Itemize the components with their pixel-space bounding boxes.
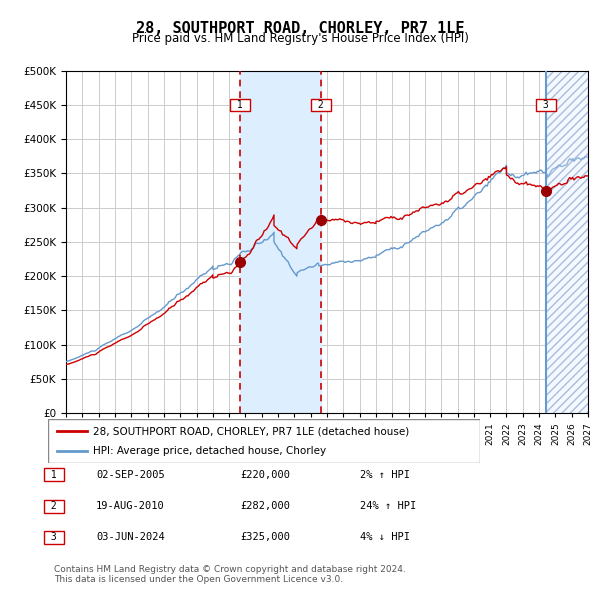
Bar bbox=[546, 71, 588, 413]
Text: 19-AUG-2010: 19-AUG-2010 bbox=[96, 502, 165, 511]
Bar bbox=[546, 71, 588, 413]
Text: 24% ↑ HPI: 24% ↑ HPI bbox=[360, 502, 416, 511]
Text: 03-JUN-2024: 03-JUN-2024 bbox=[96, 533, 165, 542]
Bar bbox=[546, 71, 588, 413]
Text: 3: 3 bbox=[537, 100, 555, 110]
Text: £325,000: £325,000 bbox=[240, 533, 290, 542]
Text: 1: 1 bbox=[45, 470, 63, 480]
Bar bbox=[240, 71, 321, 413]
Text: £282,000: £282,000 bbox=[240, 502, 290, 511]
Text: 02-SEP-2005: 02-SEP-2005 bbox=[96, 470, 165, 480]
Text: 2: 2 bbox=[312, 100, 330, 110]
Text: Price paid vs. HM Land Registry's House Price Index (HPI): Price paid vs. HM Land Registry's House … bbox=[131, 32, 469, 45]
Text: 4% ↓ HPI: 4% ↓ HPI bbox=[360, 533, 410, 542]
Text: 2: 2 bbox=[45, 502, 63, 511]
Text: 28, SOUTHPORT ROAD, CHORLEY, PR7 1LE: 28, SOUTHPORT ROAD, CHORLEY, PR7 1LE bbox=[136, 21, 464, 35]
Text: 2% ↑ HPI: 2% ↑ HPI bbox=[360, 470, 410, 480]
Text: This data is licensed under the Open Government Licence v3.0.: This data is licensed under the Open Gov… bbox=[54, 575, 343, 584]
FancyBboxPatch shape bbox=[48, 419, 480, 463]
Text: 1: 1 bbox=[231, 100, 249, 110]
Text: 3: 3 bbox=[45, 533, 63, 542]
Text: Contains HM Land Registry data © Crown copyright and database right 2024.: Contains HM Land Registry data © Crown c… bbox=[54, 565, 406, 574]
Text: £220,000: £220,000 bbox=[240, 470, 290, 480]
Text: HPI: Average price, detached house, Chorley: HPI: Average price, detached house, Chor… bbox=[94, 446, 326, 455]
Text: 28, SOUTHPORT ROAD, CHORLEY, PR7 1LE (detached house): 28, SOUTHPORT ROAD, CHORLEY, PR7 1LE (de… bbox=[94, 427, 410, 436]
